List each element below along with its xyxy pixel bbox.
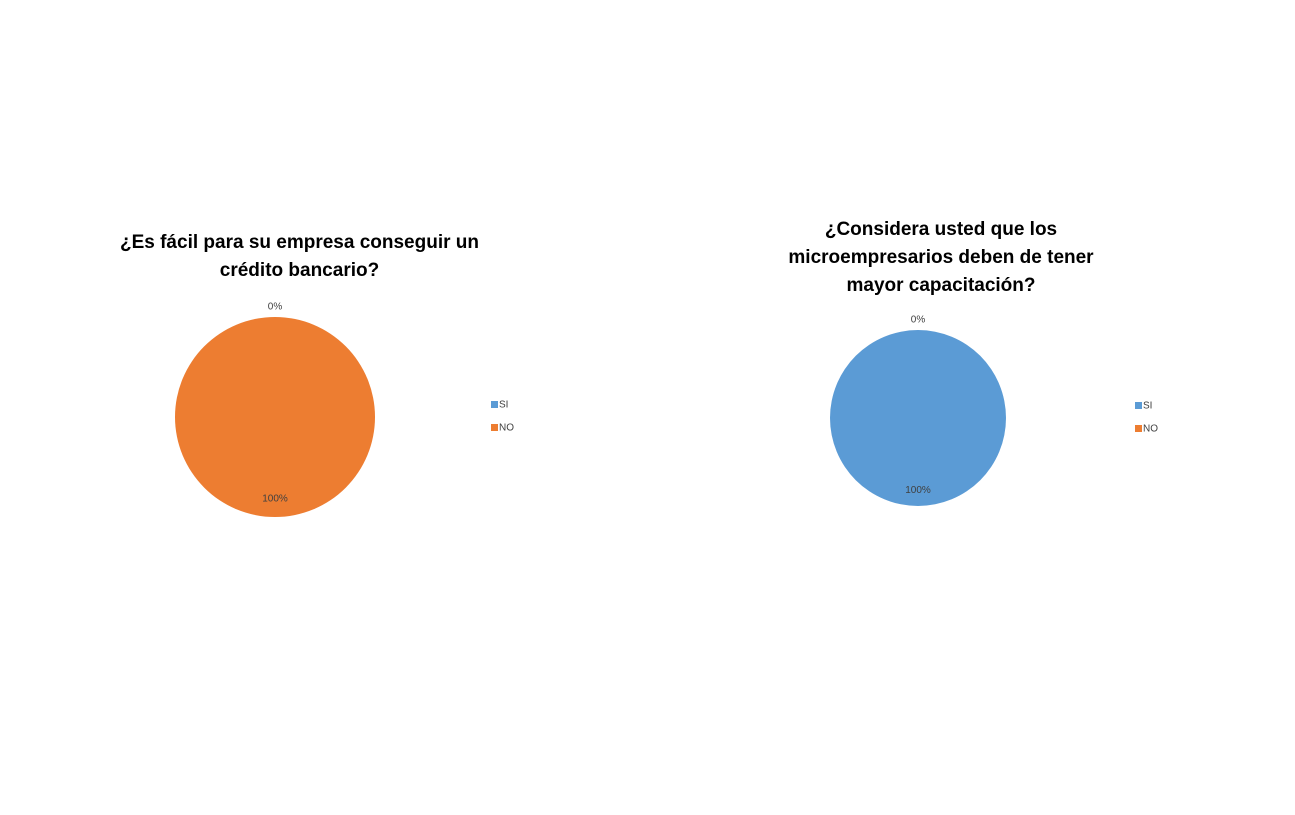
legend-label: NO [499,423,514,434]
data-label: 100% [262,494,288,505]
chart-title: ¿Es fácil para su empresa conseguir un c… [119,232,479,281]
legend-label: NO [1143,424,1158,435]
legend-swatch [1135,402,1142,409]
legend-label: SI [1143,401,1152,412]
legend-swatch [491,424,498,431]
data-label: 0% [911,315,926,326]
data-label: 100% [905,485,931,496]
data-label: 0% [268,302,283,313]
pie-slice [830,330,1006,506]
legend-swatch [1135,425,1142,432]
chart-title: ¿Considera usted que los microempresario… [788,219,1094,296]
pie-slice [175,317,375,517]
legend-label: SI [499,400,508,411]
legend-swatch [491,401,498,408]
